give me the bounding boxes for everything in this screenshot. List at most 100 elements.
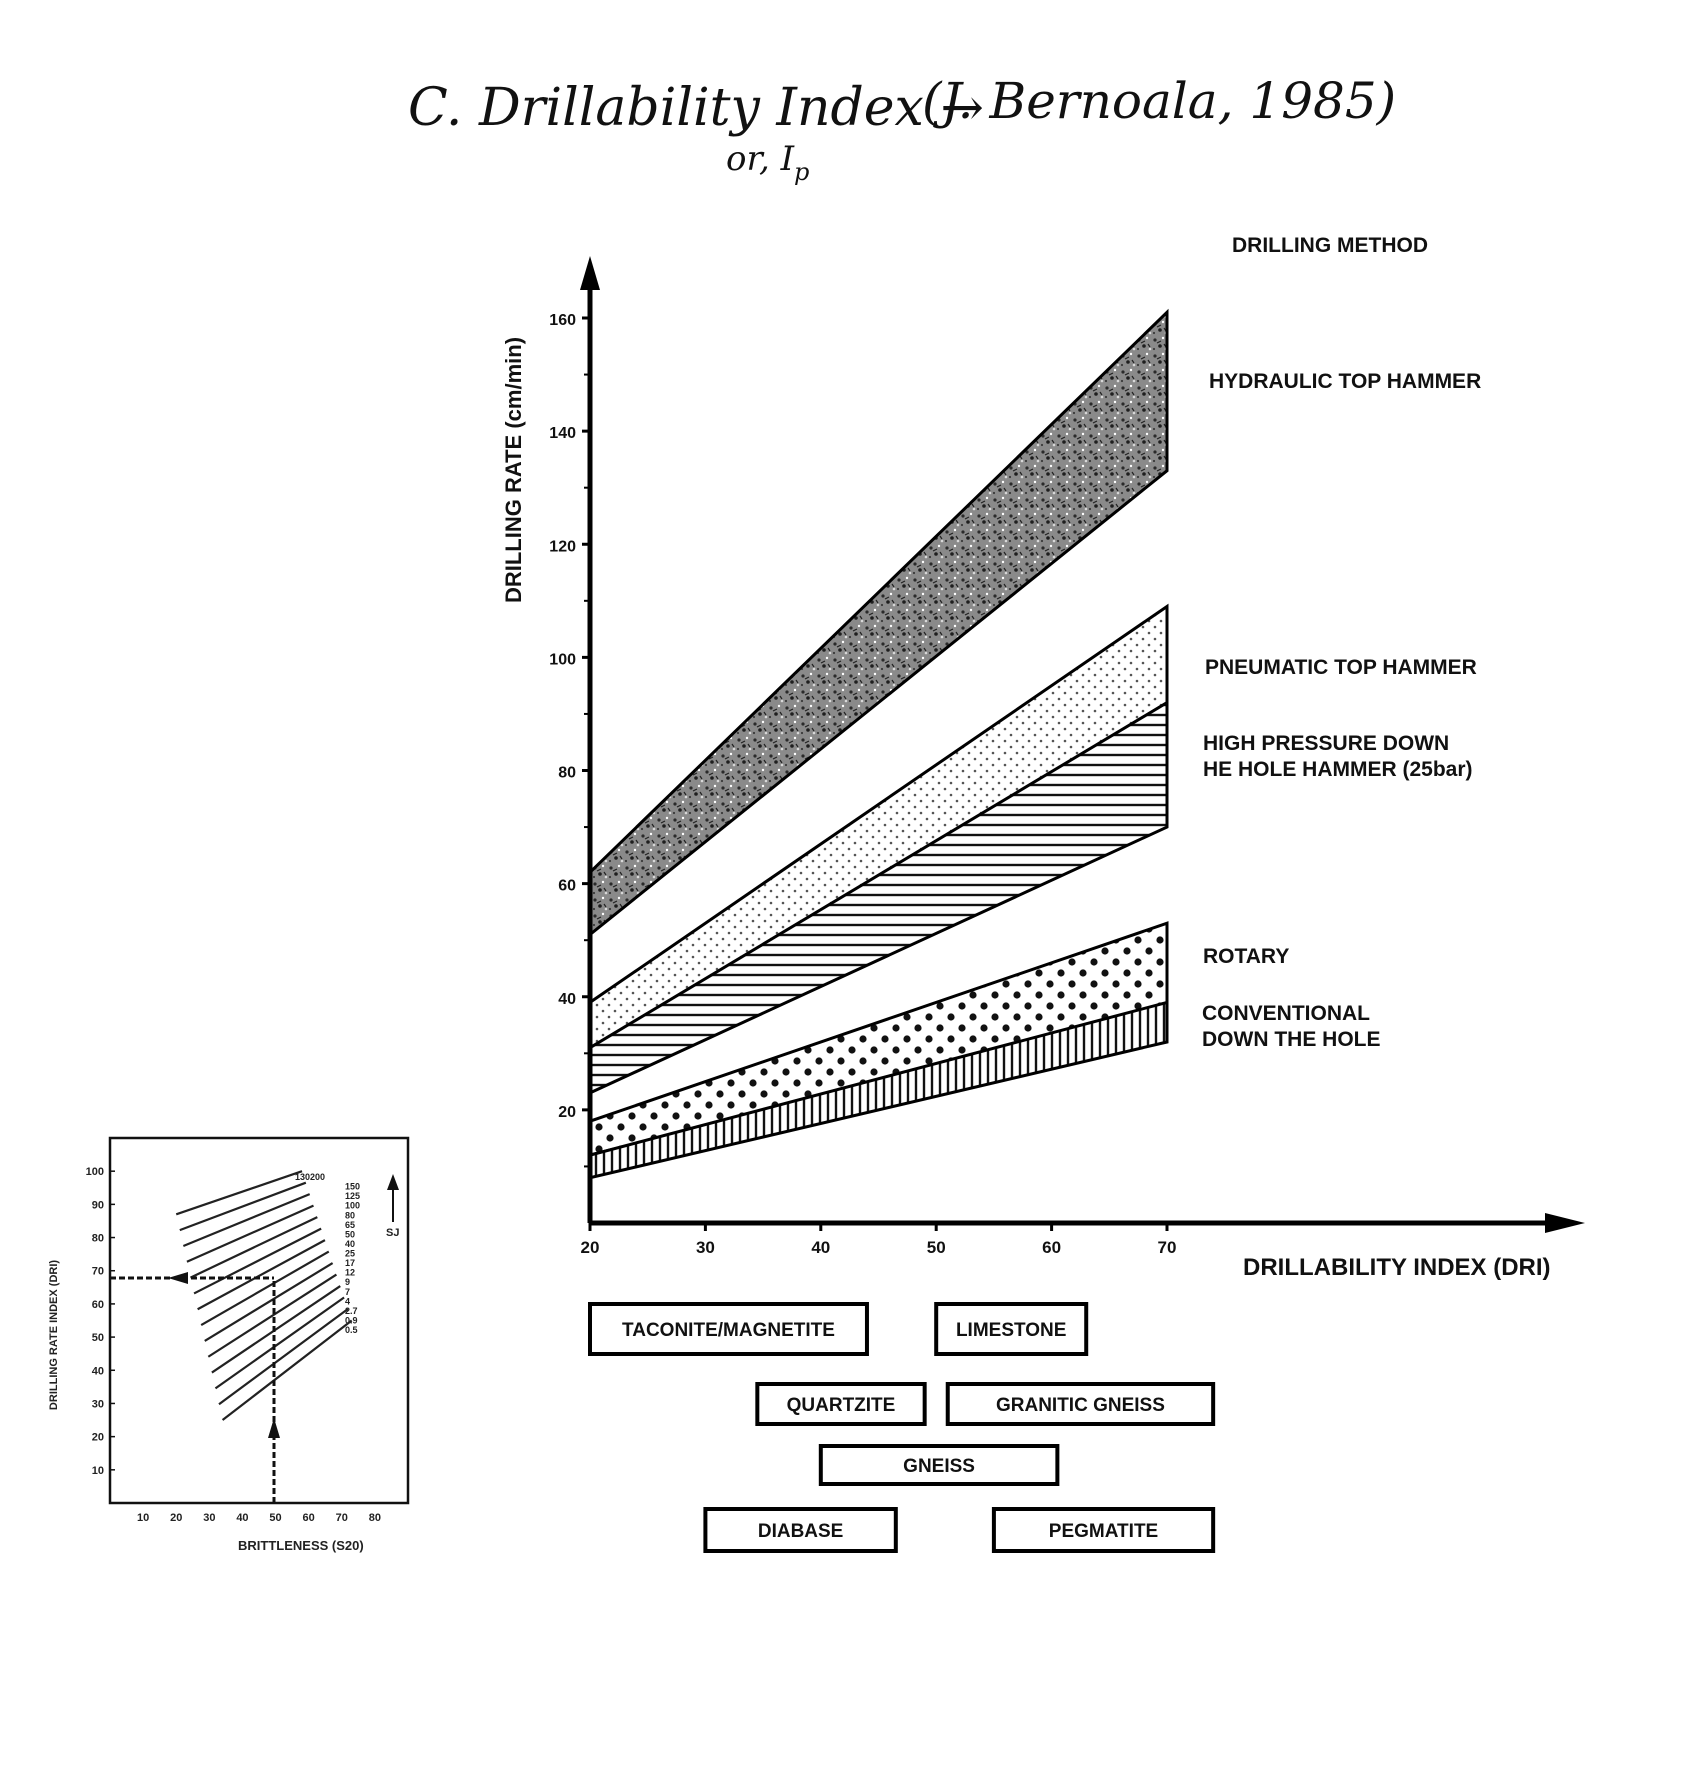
inset-left-arrow-icon <box>168 1272 188 1284</box>
inset-hatch-line <box>197 1239 326 1311</box>
inset-y-tick-label: 70 <box>92 1266 104 1278</box>
rock-bar <box>945 1382 1216 1426</box>
legend-label-horizontal-hatch: HIGH PRESSURE DOWN HE HOLE HAMMER (25bar… <box>1203 732 1473 781</box>
heading-citation: (J. Bernoala, 1985) <box>922 72 1396 130</box>
inset-sj-value: 9 <box>345 1277 350 1287</box>
inset-y-tick-label: 80 <box>92 1233 104 1245</box>
inset-hatch-line <box>186 1204 314 1263</box>
inset-sj-value: 130200 <box>295 1172 325 1182</box>
inset-x-tick-label: 50 <box>269 1512 281 1524</box>
rock-bar-label: TACONITE/MAGNETITE <box>622 1320 835 1341</box>
handwritten-heading: C. Drillability Index → (J. Bernoala, 19… <box>408 72 1396 186</box>
inset-hatch-line <box>200 1250 330 1327</box>
rock-bar-label: LIMESTONE <box>956 1320 1067 1341</box>
inset-y-tick-label: 10 <box>92 1465 104 1477</box>
x-axis-arrow-icon <box>1545 1213 1585 1233</box>
x-axis-label: DRILLABILITY INDEX (DRI) <box>1243 1254 1551 1281</box>
rock-bar <box>755 1382 927 1426</box>
rock-bar-label: GRANITIC GNEISS <box>996 1395 1165 1416</box>
inset-sj-label: SJ <box>386 1227 399 1239</box>
inset-sj-value: 0.9 <box>345 1315 358 1325</box>
inset-y-tick-label: 50 <box>92 1332 104 1344</box>
inset-x-tick-label: 80 <box>369 1512 381 1524</box>
y-tick-label: 20 <box>558 1104 576 1121</box>
inset-hatch-line <box>204 1262 334 1342</box>
legend-label-dots-coarse: ROTARY <box>1203 945 1289 968</box>
inset-sj-value: 65 <box>345 1220 355 1230</box>
inset-y-tick-label: 30 <box>92 1398 104 1410</box>
inset-y-tick-label: 100 <box>86 1166 104 1178</box>
inset-hatch-line <box>214 1296 345 1390</box>
inset-y-axis-label: DRILLING RATE INDEX (DRI) <box>48 1260 60 1410</box>
rock-bar-label: QUARTZITE <box>787 1395 896 1416</box>
inset-x-tick-label: 40 <box>236 1512 248 1524</box>
y-tick-label: 80 <box>558 765 576 782</box>
inset-sj-value: 4 <box>345 1296 350 1306</box>
inset-x-axis-label: BRITTLENESS (S20) <box>238 1538 364 1553</box>
rock-bar-label: DIABASE <box>758 1521 844 1542</box>
y-tick-label: 100 <box>549 651 576 668</box>
rock-bar-label: GNEISS <box>903 1456 975 1477</box>
inset-hatch-line <box>207 1273 338 1358</box>
inset-sj-value: 7 <box>345 1287 350 1297</box>
inset-sj-value: 25 <box>345 1249 355 1259</box>
inset-hatch-line <box>179 1181 307 1232</box>
rock-bar-label: PEGMATITE <box>1049 1521 1158 1542</box>
inset-frame <box>108 1136 410 1505</box>
inset-x-tick-label: 70 <box>336 1512 348 1524</box>
y-axis-arrow-icon <box>580 256 600 290</box>
inset-hatch-line <box>218 1308 349 1406</box>
inset-x-tick-label: 30 <box>203 1512 215 1524</box>
heading-title: C. Drillability Index → <box>408 78 984 138</box>
inset-x-tick-label: 10 <box>137 1512 149 1524</box>
inset-sj-arrow-icon <box>387 1174 399 1190</box>
inset-hatch-line <box>221 1319 353 1421</box>
heading-subscript: or, Ip <box>726 139 809 186</box>
x-tick-label: 60 <box>1042 1238 1061 1257</box>
inset-sj-value: 50 <box>345 1229 355 1239</box>
x-tick-label: 30 <box>696 1238 715 1257</box>
legend-label-vertical-hatch: CONVENTIONAL DOWN THE HOLE <box>1202 1002 1381 1051</box>
inset-hatch-line <box>182 1193 311 1247</box>
y-axis-label: DRILLING RATE (cm/min) <box>501 337 526 603</box>
inset-hatch-line <box>175 1170 303 1216</box>
inset-hatch-line <box>190 1216 318 1279</box>
rock-bar <box>991 1507 1216 1553</box>
inset-sj-value: 80 <box>345 1210 355 1220</box>
rock-bar <box>588 1302 869 1356</box>
inset-hatch-line <box>211 1285 341 1374</box>
y-tick-label: 120 <box>549 538 576 555</box>
inset-hatch-line <box>193 1227 322 1295</box>
inset-sj-value: 17 <box>345 1258 355 1268</box>
inset-up-arrow-icon <box>268 1418 280 1438</box>
y-tick-label: 40 <box>558 991 576 1008</box>
inset-sj-value: 150 <box>345 1182 360 1192</box>
inset-x-tick-label: 20 <box>170 1512 182 1524</box>
inset-sj-value: 100 <box>345 1201 360 1211</box>
legend-label-dots-fine: PNEUMATIC TOP HAMMER <box>1205 656 1477 679</box>
x-tick-label: 50 <box>927 1238 946 1257</box>
rock-bar <box>703 1507 898 1553</box>
inset-sj-value: 125 <box>345 1191 360 1201</box>
x-tick-label: 20 <box>581 1238 600 1257</box>
x-tick-label: 40 <box>811 1238 830 1257</box>
y-tick-label: 60 <box>558 878 576 895</box>
heading-subscript-p: p <box>794 158 809 186</box>
inset-y-tick-label: 20 <box>92 1432 104 1444</box>
x-tick-label: 70 <box>1158 1238 1177 1257</box>
y-tick-label: 160 <box>549 312 576 329</box>
legend-label-speckle: HYDRAULIC TOP HAMMER <box>1209 370 1481 393</box>
legend-title: DRILLING METHOD <box>1232 234 1428 257</box>
inset-sj-value: 40 <box>345 1239 355 1249</box>
inset-y-tick-label: 90 <box>92 1199 104 1211</box>
rock-bar <box>934 1302 1089 1356</box>
inset-x-tick-label: 60 <box>303 1512 315 1524</box>
inset-y-tick-label: 60 <box>92 1299 104 1311</box>
y-tick-label: 140 <box>549 425 576 442</box>
inset-sj-value: 12 <box>345 1268 355 1278</box>
rock-bar <box>818 1444 1060 1486</box>
inset-sj-value: 2.7 <box>345 1306 358 1316</box>
inset-y-tick-label: 40 <box>92 1365 104 1377</box>
